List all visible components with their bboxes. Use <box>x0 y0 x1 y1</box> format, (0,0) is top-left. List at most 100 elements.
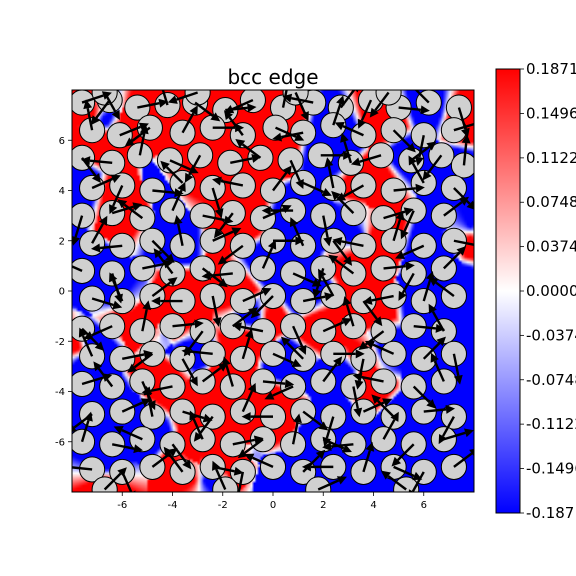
y-tick-label: 2 <box>59 236 65 247</box>
velocity-arrow-shaft <box>341 240 364 247</box>
velocity-arrow-shaft <box>411 471 425 492</box>
velocity-arrow-shaft <box>422 279 432 302</box>
velocity-arrow-head <box>189 410 198 421</box>
velocity-arrow-head <box>110 174 121 183</box>
velocity-arrow-head <box>189 376 198 387</box>
velocity-arrow-head <box>475 241 485 250</box>
velocity-arrow-head <box>91 173 101 183</box>
velocity-arrow-head <box>167 277 178 287</box>
velocity-arrow-shaft <box>435 281 455 297</box>
velocity-arrow-head <box>318 268 327 279</box>
velocity-arrow-shaft <box>361 375 384 383</box>
velocity-arrow-head <box>464 428 474 438</box>
velocity-arrow-head <box>99 215 108 226</box>
velocity-arrow-head <box>422 170 432 181</box>
velocity-arrow-shaft <box>211 187 221 210</box>
velocity-arrow-head <box>298 344 307 355</box>
velocity-arrow-head <box>469 448 474 457</box>
velocity-arrow-shaft <box>176 223 184 247</box>
colorbar-tick-label: 0.0748 <box>526 193 576 211</box>
velocity-arrow-shaft <box>161 90 169 106</box>
velocity-arrow-shaft <box>292 272 315 284</box>
velocity-arrow-shaft <box>194 101 214 117</box>
colorbar-tick-label: 0.1496 <box>526 104 576 122</box>
velocity-arrow-shaft <box>280 131 304 139</box>
colorbar-tick-label: 0.1122 <box>526 149 576 167</box>
velocity-arrow-shaft <box>232 438 256 446</box>
velocity-arrow-head <box>84 411 93 422</box>
velocity-arrow-head <box>124 137 135 147</box>
velocity-arrow-shaft <box>457 107 467 130</box>
velocity-arrow-shaft <box>97 367 114 388</box>
velocity-arrow-head <box>83 331 94 340</box>
velocity-arrow-head <box>151 296 161 306</box>
velocity-arrow-shaft <box>171 189 183 212</box>
velocity-arrow-shaft <box>453 452 473 468</box>
velocity-arrow-head <box>352 372 363 382</box>
velocity-arrow-shaft <box>302 410 322 427</box>
velocity-arrow-head <box>160 160 170 171</box>
velocity-arrow-head <box>272 132 283 142</box>
velocity-arrow-head <box>138 122 149 132</box>
velocity-arrow-head <box>435 323 445 333</box>
velocity-arrow-head <box>235 123 245 133</box>
velocity-arrow-shaft <box>89 159 113 165</box>
velocity-arrow-shaft <box>410 145 430 162</box>
velocity-arrow-head <box>365 441 375 452</box>
velocity-arrow-shaft <box>142 262 165 270</box>
velocity-arrow-head <box>147 400 156 411</box>
velocity-arrow-head <box>436 336 446 347</box>
velocity-arrow-head <box>261 206 271 216</box>
velocity-arrow-head <box>474 119 484 128</box>
velocity-arrow-shaft <box>244 438 264 454</box>
velocity-arrow-shaft <box>122 353 145 361</box>
velocity-arrow-head <box>312 288 322 299</box>
y-tick-label: 0 <box>59 287 65 298</box>
velocity-arrow-shaft <box>371 294 394 302</box>
velocity-arrow-head <box>247 382 257 393</box>
velocity-arrow-shaft <box>192 418 204 440</box>
velocity-arrow-shaft <box>72 265 83 272</box>
velocity-arrow-shaft <box>91 297 114 307</box>
velocity-arrow-head <box>157 75 166 85</box>
x-tick-label: -6 <box>117 500 127 511</box>
velocity-arrow-head <box>133 444 143 454</box>
velocity-arrow-shaft <box>151 281 172 297</box>
velocity-arrow-head <box>224 105 235 114</box>
velocity-arrow-head <box>324 157 334 167</box>
velocity-arrow-shaft <box>403 210 415 232</box>
velocity-arrow-head <box>430 352 439 363</box>
velocity-arrow-head <box>371 394 381 404</box>
velocity-arrow-head <box>117 467 127 477</box>
particle-disk <box>72 257 96 284</box>
velocity-arrow-shaft <box>133 352 154 369</box>
velocity-arrow-shaft <box>112 184 124 207</box>
velocity-arrow-shaft <box>121 401 144 413</box>
y-tick-label: -6 <box>55 437 65 448</box>
velocity-arrow-shaft <box>290 96 314 104</box>
velocity-arrow-head <box>143 385 153 396</box>
velocity-arrow-head <box>72 424 77 433</box>
velocity-arrow-head <box>241 412 251 422</box>
velocity-arrow-head <box>233 466 244 476</box>
velocity-arrow-shaft <box>327 165 335 189</box>
velocity-arrow-head <box>289 217 299 228</box>
velocity-arrow-shaft <box>81 335 94 357</box>
velocity-arrow-head <box>213 228 223 239</box>
velocity-arrow-head <box>341 444 352 453</box>
velocity-arrow-shaft <box>188 330 204 350</box>
particle-disk <box>450 152 474 179</box>
velocity-arrow-head <box>341 317 352 327</box>
velocity-arrow-head <box>244 328 254 339</box>
velocity-arrow-shaft <box>230 157 253 165</box>
velocity-arrow-head <box>210 112 221 122</box>
velocity-arrow-shaft <box>411 162 425 184</box>
velocity-arrow-shaft <box>401 272 415 294</box>
velocity-arrow-shaft <box>242 290 264 303</box>
velocity-arrow-head <box>293 413 302 424</box>
velocity-arrow-head <box>415 183 425 193</box>
velocity-arrow-head <box>212 317 222 327</box>
velocity-arrow-shaft <box>198 415 214 436</box>
velocity-arrow-shaft <box>413 324 437 330</box>
velocity-arrow-shaft <box>74 215 84 238</box>
